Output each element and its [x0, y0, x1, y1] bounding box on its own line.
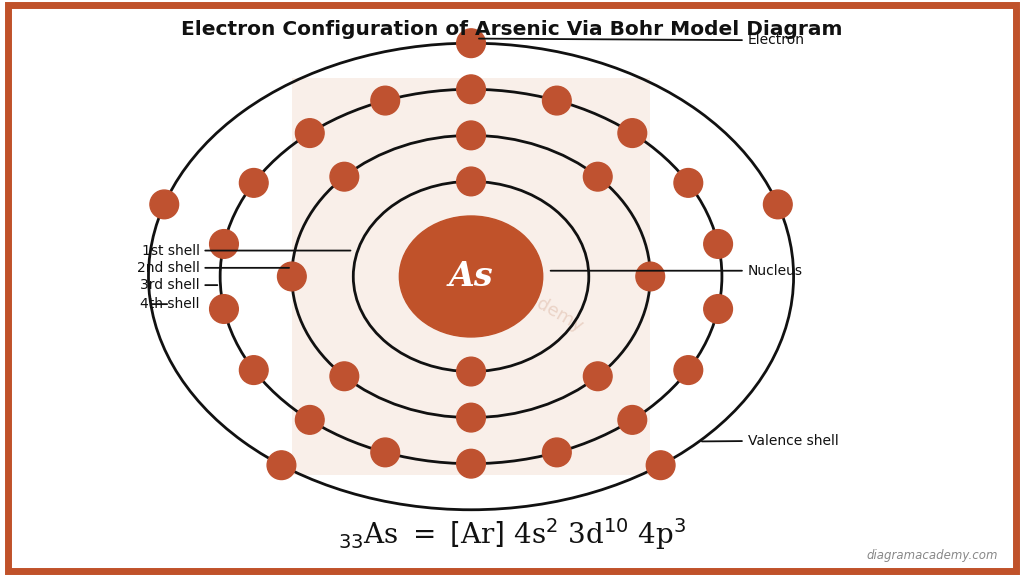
Ellipse shape: [584, 162, 612, 191]
Ellipse shape: [150, 190, 178, 219]
Ellipse shape: [646, 451, 675, 480]
Text: As: As: [449, 260, 494, 293]
Ellipse shape: [457, 121, 485, 150]
Ellipse shape: [399, 216, 543, 337]
Text: Electron Configuration of Arsenic Via Bohr Model Diagram: Electron Configuration of Arsenic Via Bo…: [181, 20, 843, 39]
Text: Valence shell: Valence shell: [701, 434, 839, 448]
Text: 2nd shell: 2nd shell: [137, 261, 289, 275]
Ellipse shape: [457, 357, 485, 386]
Ellipse shape: [210, 230, 239, 258]
Ellipse shape: [457, 403, 485, 432]
Text: 4th shell: 4th shell: [140, 297, 200, 311]
Ellipse shape: [210, 295, 239, 323]
Ellipse shape: [371, 86, 399, 115]
Ellipse shape: [330, 362, 358, 391]
Ellipse shape: [296, 406, 325, 434]
Ellipse shape: [330, 162, 358, 191]
Ellipse shape: [617, 119, 646, 147]
Ellipse shape: [457, 449, 485, 478]
Ellipse shape: [278, 262, 306, 291]
Ellipse shape: [543, 438, 571, 467]
Text: Electron: Electron: [479, 33, 805, 47]
Text: 3rd shell: 3rd shell: [140, 278, 217, 292]
Ellipse shape: [703, 295, 732, 323]
Ellipse shape: [240, 169, 268, 197]
Ellipse shape: [674, 356, 702, 384]
Text: Diagramacademy: Diagramacademy: [438, 240, 586, 336]
Ellipse shape: [457, 167, 485, 196]
Bar: [292, 78, 650, 475]
Ellipse shape: [674, 169, 702, 197]
Ellipse shape: [764, 190, 793, 219]
Ellipse shape: [296, 119, 325, 147]
Ellipse shape: [240, 356, 268, 384]
Ellipse shape: [267, 451, 296, 480]
Text: Nucleus: Nucleus: [551, 264, 803, 278]
Ellipse shape: [457, 75, 485, 104]
Ellipse shape: [371, 438, 399, 467]
Ellipse shape: [617, 406, 646, 434]
Ellipse shape: [584, 362, 612, 391]
Ellipse shape: [703, 230, 732, 258]
Text: 1st shell: 1st shell: [141, 244, 350, 257]
Ellipse shape: [543, 86, 571, 115]
Text: $_{33}$As $=$ $[$Ar$]$ 4s$^2$ 3d$^{10}$ 4p$^3$: $_{33}$As $=$ $[$Ar$]$ 4s$^2$ 3d$^{10}$ …: [338, 517, 686, 552]
Ellipse shape: [457, 29, 485, 58]
Ellipse shape: [636, 262, 665, 291]
Text: diagramacademy.com: diagramacademy.com: [867, 548, 998, 562]
